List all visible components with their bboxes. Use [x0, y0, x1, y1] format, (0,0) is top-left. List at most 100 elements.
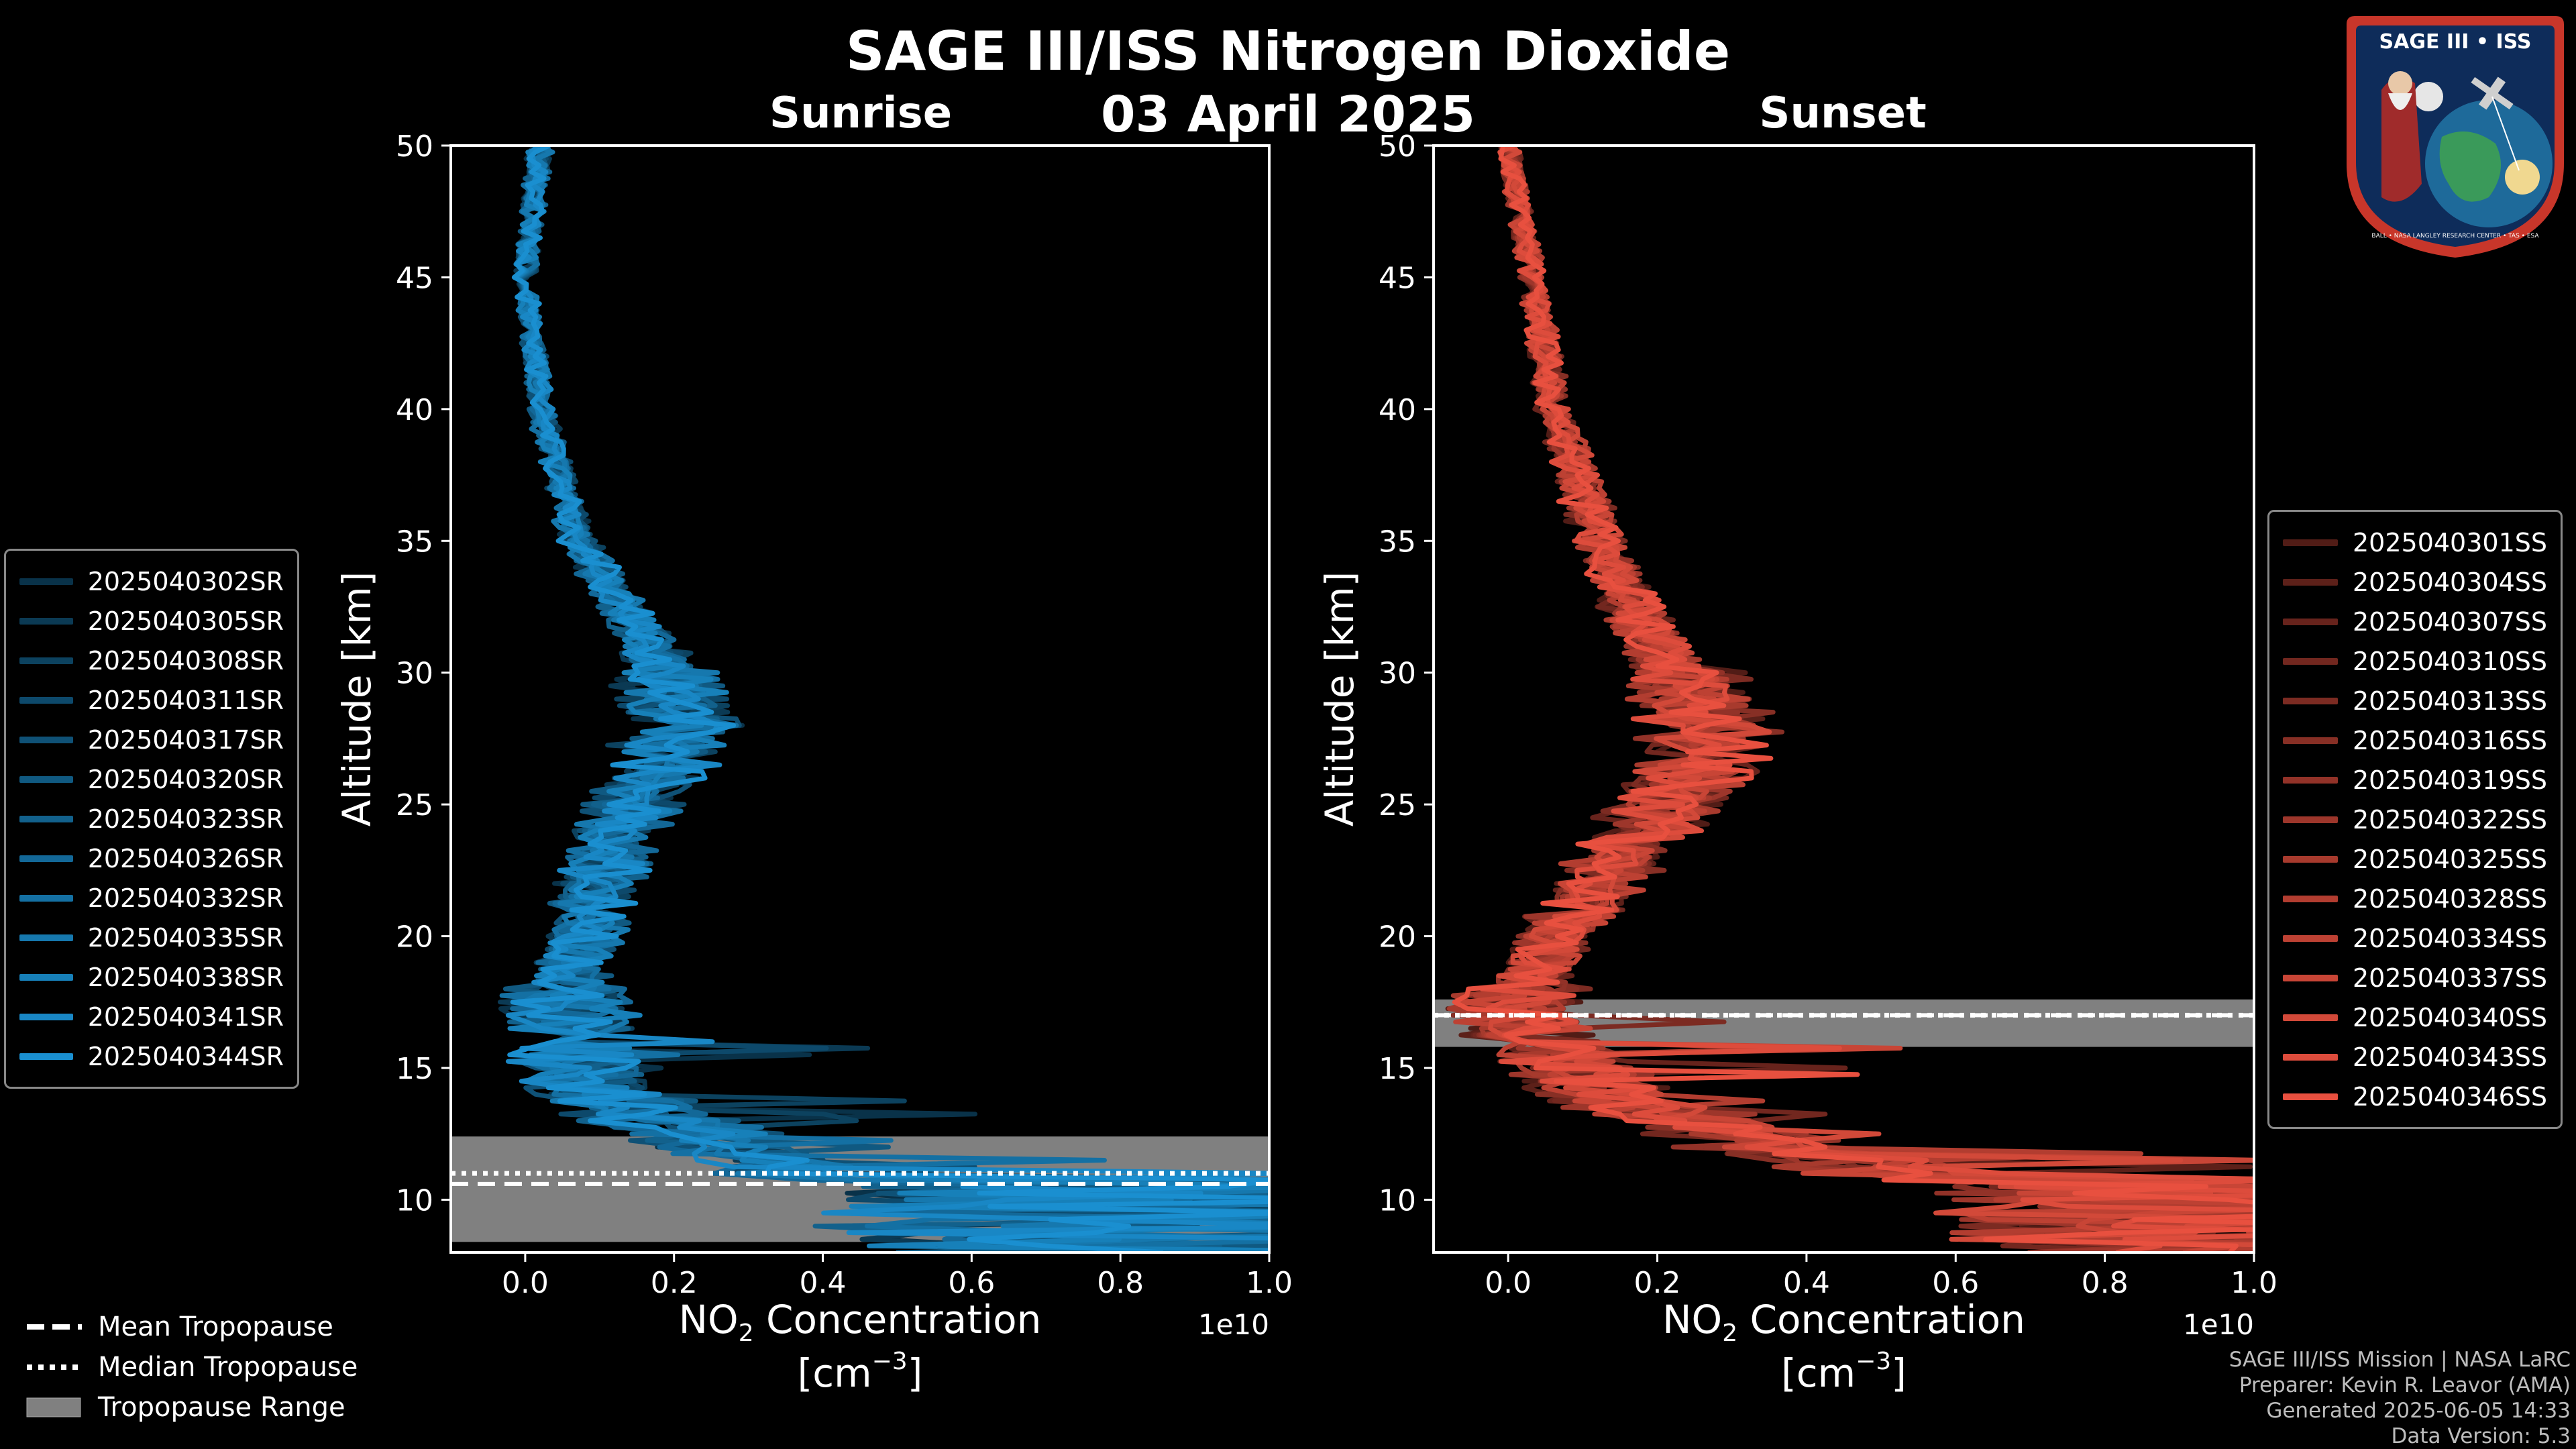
sunrise-xtick-label: 1.0	[1246, 1266, 1293, 1300]
sunset-ytick-label: 20	[1379, 920, 1416, 955]
legend-item: 2025040310SS	[2283, 641, 2547, 681]
legend-item: 2025040326SR	[19, 839, 284, 878]
legend-item: 2025040311SR	[19, 680, 284, 720]
legend-item: 2025040325SS	[2283, 839, 2547, 879]
sunset-offset-label: 1e10	[2183, 1308, 2254, 1341]
sunset-axes: 10 15 20 25 30 35 40 45 50 0.0 0.2 0.4 0.6 0.8 1.0 1e10…	[1317, 129, 2277, 1396]
gray-box-icon	[26, 1397, 81, 1417]
sunrise-ytick-label: 20	[396, 920, 433, 955]
sunrise-xtick-label: 0.4	[800, 1266, 847, 1300]
sunrise-xtick-label: 0.6	[948, 1266, 995, 1300]
sunrise-ytick-label: 30	[396, 657, 433, 691]
legend-label: 2025040340SS	[2352, 1002, 2547, 1032]
legend-label: 2025040322SS	[2352, 804, 2547, 835]
tropopause-range-legend-item: Tropopause Range	[24, 1387, 427, 1428]
legend-swatch-icon	[2283, 816, 2338, 823]
legend-label: 2025040301SS	[2352, 527, 2547, 557]
legend-label: 2025040316SS	[2352, 725, 2547, 755]
sunset-panel-title: Sunset	[1759, 89, 1927, 138]
sunrise-ytick-label: 15	[396, 1052, 433, 1086]
sunset-ytick-label: 25	[1379, 788, 1416, 822]
legend-swatch-icon	[2283, 578, 2338, 586]
sunrise-ytick-label: 50	[396, 129, 433, 164]
legend-swatch-icon	[19, 578, 73, 585]
legend-swatch-icon	[19, 696, 73, 704]
sunrise-offset-label: 1e10	[1198, 1308, 1269, 1341]
sunrise-xlabel: NO2 Concentration	[679, 1297, 1042, 1347]
legend-swatch-icon	[2283, 539, 2338, 546]
legend-label: 2025040334SS	[2352, 923, 2547, 953]
legend-item: 2025040301SS	[2283, 523, 2547, 562]
legend-label: 2025040341SR	[87, 1002, 284, 1032]
legend-swatch-icon	[2283, 1093, 2338, 1100]
legend-item: 2025040338SR	[19, 957, 284, 997]
legend-swatch-icon	[2283, 895, 2338, 902]
legend-label: 2025040304SS	[2352, 567, 2547, 597]
legend-label: 2025040337SS	[2352, 963, 2547, 993]
legend-swatch-icon	[2283, 657, 2338, 665]
sunrise-xtick-label: 0.2	[651, 1266, 698, 1300]
dashed-line-icon	[27, 1324, 82, 1330]
sunset-xtick-label: 0.0	[1485, 1266, 1532, 1300]
sunrise-ytick-label: 40	[396, 393, 433, 427]
legend-item: 2025040322SS	[2283, 800, 2547, 839]
sunset-xlabel-unit: [cm−3]	[1781, 1348, 1907, 1396]
legend-item: 2025040343SS	[2283, 1037, 2547, 1077]
legend-swatch-icon	[19, 775, 73, 783]
legend-swatch-icon	[2283, 737, 2338, 744]
legend-item: 2025040305SR	[19, 601, 284, 641]
legend-label: 2025040325SS	[2352, 844, 2547, 874]
sunrise-ytick-label: 10	[396, 1183, 433, 1218]
logo-ring-text: BALL • NASA LANGLEY RESEARCH CENTER • TA…	[2371, 233, 2539, 239]
legend-item: 2025040332SR	[19, 878, 284, 918]
logo-text: SAGE III • ISS	[2379, 30, 2532, 54]
sunrise-xtick-label: 0.8	[1097, 1266, 1144, 1300]
profile-line-2025040344SR	[507, 146, 1269, 1252]
dotted-line-icon	[27, 1364, 82, 1370]
sunrise-axes: 10 15 20 25 30 35 40 45 50 0.0 0.2 0.4 0.6 0.8 1.0 1e10…	[334, 129, 1293, 1396]
footer-line-generated: Generated 2025-06-05 14:33	[2266, 1399, 2571, 1423]
legend-item: 2025040316SS	[2283, 720, 2547, 760]
sunrise-xlabel-unit: [cm−3]	[798, 1348, 923, 1396]
sunset-ytick-label: 45	[1379, 261, 1416, 295]
tropopause-legend: Mean Tropopause Median Tropopause Tropop…	[24, 1307, 427, 1428]
legend-label: 2025040335SR	[87, 922, 284, 953]
legend-swatch-icon	[19, 934, 73, 941]
legend-label: 2025040311SR	[87, 685, 284, 715]
footer-line-mission: SAGE III/ISS Mission | NASA LaRC	[2229, 1348, 2571, 1372]
mean-tropopause-label: Mean Tropopause	[98, 1311, 333, 1342]
legend-swatch-icon	[2283, 697, 2338, 704]
sunset-xtick-label: 0.2	[1634, 1266, 1681, 1300]
sunrise-ytick-label: 25	[396, 788, 433, 822]
date-title: 03 April 2025	[1101, 86, 1475, 144]
legend-swatch-icon	[2283, 1053, 2338, 1061]
legend-item: 2025040302SR	[19, 561, 284, 601]
legend-label: 2025040313SS	[2352, 686, 2547, 716]
legend-label: 2025040328SS	[2352, 883, 2547, 914]
legend-item: 2025040319SS	[2283, 760, 2547, 800]
legend-swatch-icon	[19, 657, 73, 664]
tropopause-range-label: Tropopause Range	[98, 1392, 345, 1423]
sunrise-profile-lines	[451, 146, 1269, 1252]
legend-item: 2025040344SR	[19, 1036, 284, 1076]
legend-label: 2025040302SR	[87, 566, 284, 596]
legend-label: 2025040317SR	[87, 724, 284, 755]
main-title: SAGE III/ISS Nitrogen Dioxide	[845, 20, 1731, 83]
sunset-ytick-label: 15	[1379, 1052, 1416, 1086]
legend-swatch-icon	[19, 1053, 73, 1060]
sunset-xlabel: NO2 Concentration	[1662, 1297, 2025, 1347]
legend-label: 2025040338SR	[87, 962, 284, 992]
footer-line-version: Data Version: 5.3	[2391, 1424, 2571, 1448]
sage-iii-iss-logo: SAGE III • ISS BALL • NASA LANGLEY RESEA…	[2341, 9, 2569, 264]
legend-swatch-icon	[2283, 855, 2338, 863]
sunset-ytick-label: 10	[1379, 1183, 1416, 1218]
footer-credits: SAGE III/ISS Mission | NASA LaRC Prepare…	[2101, 1347, 2571, 1449]
legend-swatch-icon	[2283, 934, 2338, 942]
mean-tropopause-legend-item: Mean Tropopause	[24, 1307, 427, 1347]
legend-item: 2025040317SR	[19, 720, 284, 759]
legend-item: 2025040308SR	[19, 641, 284, 680]
sunrise-ytick-label: 45	[396, 261, 433, 295]
sunrise-panel-title: Sunrise	[769, 89, 953, 138]
sunrise-xtick-label: 0.0	[502, 1266, 549, 1300]
